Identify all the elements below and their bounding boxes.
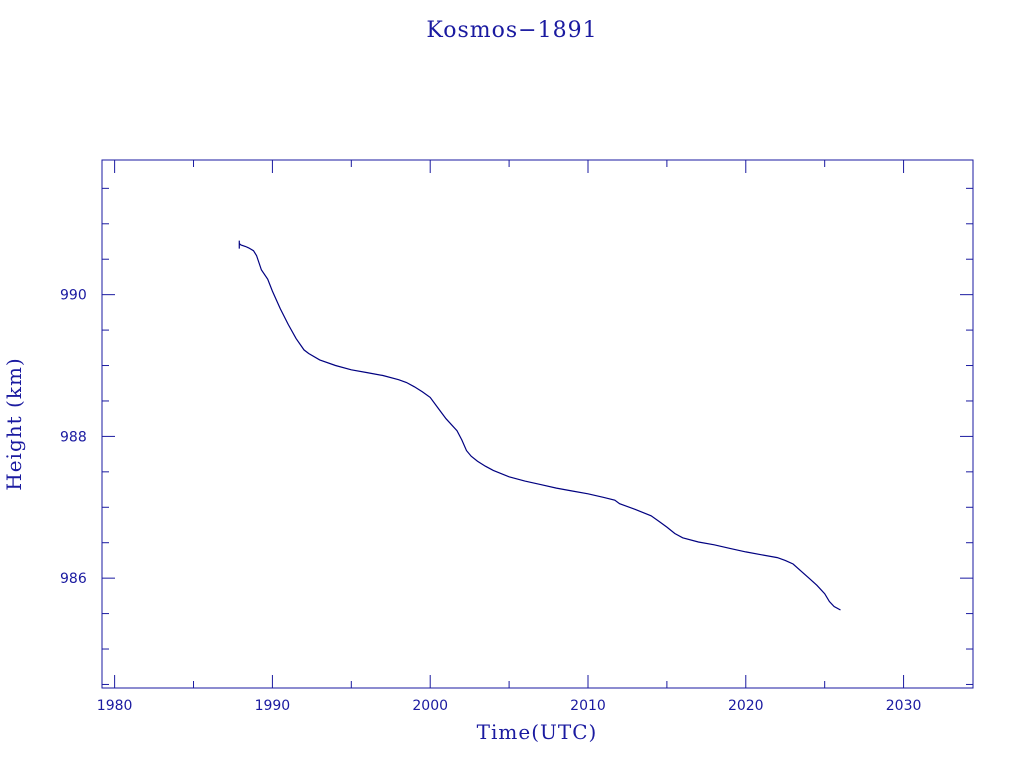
x-tick-label: 2030	[886, 698, 922, 714]
y-axis-label: Height (km)	[2, 357, 26, 490]
x-tick-label: 2010	[570, 698, 606, 714]
x-axis-label: Time(UTC)	[477, 720, 598, 744]
y-axis-ticks	[102, 187, 973, 685]
height-series-line	[238, 243, 841, 611]
y-tick-label: 986	[60, 571, 87, 587]
x-tick-label: 2000	[412, 698, 448, 714]
x-axis-tick-labels: 1980 1990 2000 2010 2020 2030	[97, 698, 922, 714]
y-tick-label: 988	[60, 429, 87, 445]
x-tick-label: 2020	[728, 698, 764, 714]
plot-frame	[101, 159, 974, 689]
x-tick-label: 1990	[255, 698, 291, 714]
x-tick-label: 1980	[97, 698, 133, 714]
chart-title: Kosmos−1891	[426, 18, 597, 43]
y-tick-label: 990	[60, 288, 87, 304]
x-axis-ticks	[114, 160, 905, 688]
y-axis-tick-labels: 986 988 990	[60, 288, 87, 587]
